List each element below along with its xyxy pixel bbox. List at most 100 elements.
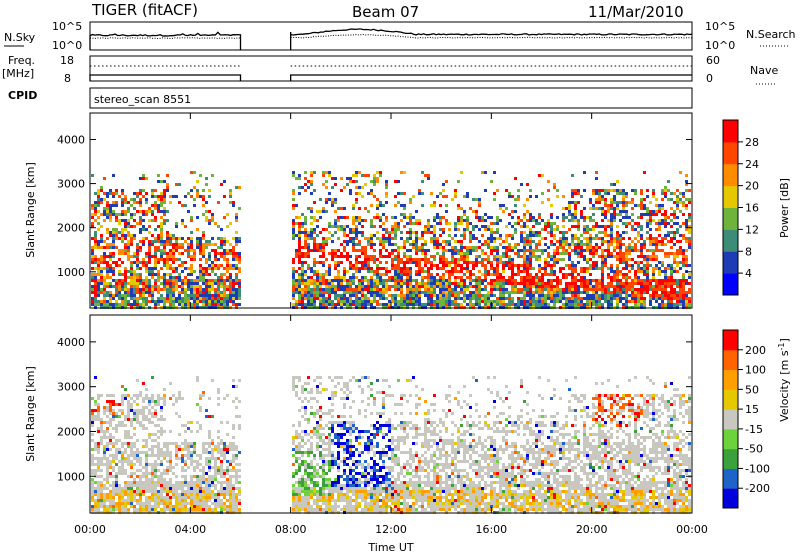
range-gate-cell [394, 204, 397, 207]
range-gate-cell [472, 273, 475, 276]
range-gate-cell [157, 174, 160, 177]
range-gate-cell [217, 276, 220, 279]
range-gate-cell [355, 294, 358, 297]
range-gate-cell [682, 204, 685, 207]
range-gate-cell [517, 189, 520, 192]
range-gate-cell [385, 291, 388, 294]
range-gate-cell [484, 270, 487, 273]
range-gate-cell [652, 240, 655, 243]
range-gate-cell [196, 288, 199, 291]
range-gate-cell [403, 270, 406, 273]
range-gate-cell [637, 303, 640, 306]
range-gate-cell [229, 282, 232, 285]
range-gate-cell [94, 294, 97, 297]
range-gate-cell [643, 255, 646, 258]
colorbar-swatch [723, 229, 738, 252]
range-gate-cell [112, 252, 115, 255]
range-gate-cell [100, 481, 103, 484]
range-gate-cell [163, 279, 166, 282]
range-gate-cell [397, 180, 400, 183]
range-gate-cell [376, 264, 379, 267]
range-gate-cell [673, 222, 676, 225]
range-gate-cell [166, 210, 169, 213]
range-gate-cell [655, 198, 658, 201]
range-gate-cell [508, 213, 511, 216]
range-gate-cell [328, 288, 331, 291]
range-gate-cell [553, 297, 556, 300]
range-gate-cell [628, 258, 631, 261]
range-gate-cell [184, 288, 187, 291]
range-gate-cell [553, 285, 556, 288]
range-gate-cell [154, 300, 157, 303]
range-gate-cell [670, 237, 673, 240]
range-gate-cell [337, 228, 340, 231]
range-gate-cell [106, 237, 109, 240]
range-gate-cell [556, 288, 559, 291]
range-gate-cell [355, 276, 358, 279]
range-gate-cell [364, 183, 367, 186]
range-gate-cell [322, 240, 325, 243]
range-gate-cell [91, 273, 94, 276]
range-gate-cell [436, 237, 439, 240]
range-gate-cell [319, 273, 322, 276]
range-gate-cell [391, 297, 394, 300]
range-gate-cell [142, 481, 145, 484]
range-gate-cell [553, 255, 556, 258]
range-gate-cell [688, 237, 691, 240]
range-gate-cell [571, 285, 574, 288]
range-gate-cell [313, 219, 316, 222]
range-gate-cell [511, 216, 514, 219]
range-gate-cell [364, 288, 367, 291]
range-gate-cell [511, 291, 514, 294]
range-gate-cell [100, 487, 103, 490]
range-gate-cell [655, 237, 658, 240]
range-gate-cell [427, 294, 430, 297]
range-gate-cell [487, 225, 490, 228]
range-gate-cell [124, 195, 127, 198]
range-gate-cell [136, 255, 139, 258]
range-gate-cell [352, 204, 355, 207]
range-gate-cell [163, 243, 166, 246]
range-gate-cell [661, 279, 664, 282]
range-gate-cell [235, 219, 238, 222]
range-gate-cell [571, 282, 574, 285]
range-gate-cell [463, 267, 466, 270]
range-gate-cell [295, 255, 298, 258]
range-gate-cell [550, 243, 553, 246]
range-gate-cell [121, 496, 124, 499]
range-gate-cell [634, 297, 637, 300]
range-gate-cell [397, 273, 400, 276]
range-gate-cell [400, 276, 403, 279]
range-gate-cell [628, 288, 631, 291]
range-gate-cell [223, 240, 226, 243]
range-gate-cell [346, 288, 349, 291]
range-gate-cell [115, 192, 118, 195]
range-gate-cell [139, 421, 142, 424]
range-gate-cell [664, 288, 667, 291]
range-gate-cell [184, 261, 187, 264]
range-gate-cell [343, 207, 346, 210]
range-gate-cell [199, 300, 202, 303]
range-gate-cell [97, 445, 100, 448]
range-gate-cell [565, 273, 568, 276]
range-gate-cell [340, 276, 343, 279]
range-gate-cell [523, 231, 526, 234]
range-gate-cell [586, 225, 589, 228]
range-gate-cell [358, 282, 361, 285]
range-gate-cell [223, 216, 226, 219]
range-gate-cell [580, 195, 583, 198]
range-gate-cell [631, 189, 634, 192]
range-gate-cell [457, 294, 460, 297]
range-gate-cell [688, 228, 691, 231]
range-gate-cell [382, 234, 385, 237]
range-gate-cell [343, 294, 346, 297]
range-gate-cell [574, 189, 577, 192]
range-gate-cell [637, 231, 640, 234]
range-gate-cell [154, 412, 157, 415]
range-gate-cell [460, 276, 463, 279]
nsky-strip: N.Sky 10^5 10^0 10^5 10^0 N.Search [4, 20, 796, 52]
range-gate-cell [553, 261, 556, 264]
range-gate-cell [115, 415, 118, 418]
range-gate-cell [499, 297, 502, 300]
range-gate-cell [640, 255, 643, 258]
